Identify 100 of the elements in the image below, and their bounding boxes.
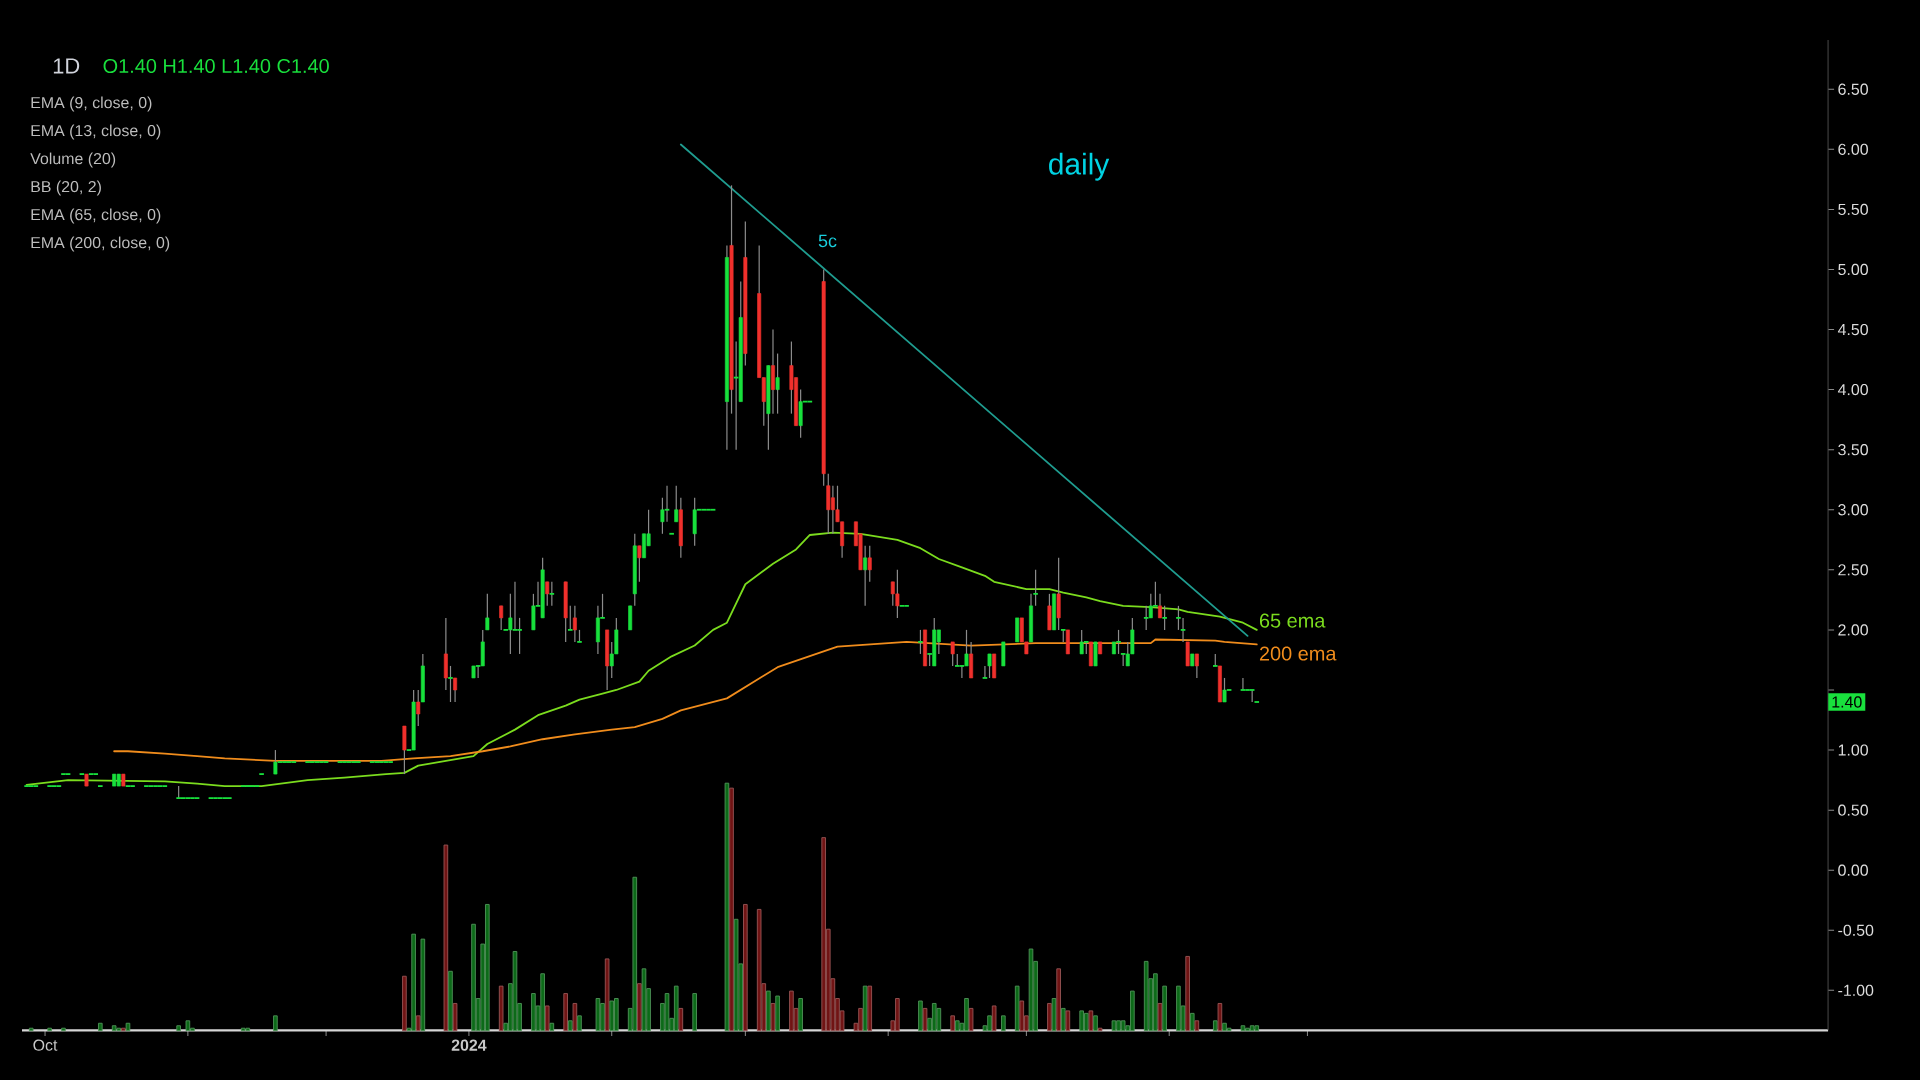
bar [1240,1025,1246,1032]
candlestick [545,581,550,607]
candlestick [511,581,519,631]
candlestick [903,604,910,607]
bar [1249,1025,1255,1032]
x-tick-label: Oct [33,1039,58,1051]
bar [770,1003,776,1032]
y-tick-label: 3.50 [1838,444,1868,456]
candlestick [674,485,679,523]
y-tick-label: -1.00 [1838,984,1874,996]
bar [1001,1015,1006,1032]
bar [512,951,518,1032]
y-tick-label: 5.00 [1838,263,1868,276]
bar [1047,1003,1052,1032]
candlestick [548,581,556,607]
y-tick-label: 2.00 [1838,624,1868,636]
candlestick [1179,617,1187,643]
annotation: BB (20, 2) [31,180,101,196]
annotation: 5c [818,234,837,248]
x-tick-label: 2024 [451,1039,487,1051]
bar [775,995,780,1032]
bar [98,1022,103,1032]
candlestick [416,689,421,727]
bar [567,1020,573,1032]
y-tick-label: 3.00 [1838,504,1868,516]
candlestick [1222,677,1227,703]
bar [604,958,610,1032]
y-tick-label: -0.50 [1838,924,1874,936]
annotation: EMA (13, close, 0) [31,124,161,140]
bar [954,1020,960,1032]
candlestick [567,605,574,631]
bar [273,1015,278,1032]
candlestick [867,545,872,583]
bar [448,970,453,1032]
bar [1097,1027,1103,1032]
candlestick [964,629,969,667]
bar [1213,1020,1218,1032]
annotation: EMA (9, close, 0) [31,96,152,112]
bar [544,1005,550,1032]
candlestick [806,400,814,403]
bar [733,918,739,1032]
y-tick-label: 0.00 [1838,864,1868,876]
candlestick [273,749,278,775]
annotation: O1.40 H1.40 L1.40 C1.40 [103,58,329,74]
bar [922,1007,928,1032]
bar [1120,1020,1126,1032]
y-tick-label: 2.50 [1838,564,1868,576]
bar [1088,1010,1094,1032]
bar [402,975,407,1032]
candlestick [212,797,219,800]
bar [609,1000,615,1032]
series-label: 200 ema [1259,646,1337,661]
bar [176,1025,181,1032]
bar [452,1003,458,1032]
bar [1194,1020,1200,1032]
candlestick [987,653,992,679]
bar [1185,955,1190,1032]
candlestick [1142,605,1150,631]
candlestick [1161,605,1168,631]
bar [47,1027,52,1032]
bar [729,787,734,1032]
y-tick-label: 6.50 [1838,83,1868,95]
annotation: EMA (65, close, 0) [31,208,161,224]
candlestick [516,617,523,655]
bar [1226,1027,1232,1032]
bar [498,985,504,1032]
bar [245,1027,251,1032]
bar [595,998,601,1032]
bar [1079,1010,1084,1032]
bar [950,1015,955,1032]
bar [991,1005,997,1032]
candlestick [1239,677,1247,691]
bar [1254,1025,1260,1032]
bar [577,1015,582,1032]
bar [743,904,748,1032]
candlestick [184,797,192,800]
bar [415,1015,421,1032]
bar [968,1007,974,1032]
bar [936,1007,942,1032]
bar [563,993,568,1032]
candlestick [221,797,228,800]
candlestick [637,545,642,583]
candlestick [572,605,577,643]
annotation: Volume (20) [30,152,116,168]
bar [61,1027,66,1032]
series-label: 65 ema [1259,613,1326,628]
bar [443,844,449,1032]
y-tick-label: 1.00 [1838,744,1868,756]
y-tick-label: 6.00 [1838,143,1868,155]
bar [1019,1000,1025,1032]
bar [540,973,545,1032]
bar [1065,1010,1071,1032]
candlestick [216,797,224,800]
text: 1D [53,58,80,74]
line-series [25,531,1258,787]
bar [766,990,771,1032]
bar [1111,1020,1117,1032]
candlestick [193,797,201,800]
bar [28,1027,34,1032]
annotation: EMA (200, close, 0) [31,236,170,252]
